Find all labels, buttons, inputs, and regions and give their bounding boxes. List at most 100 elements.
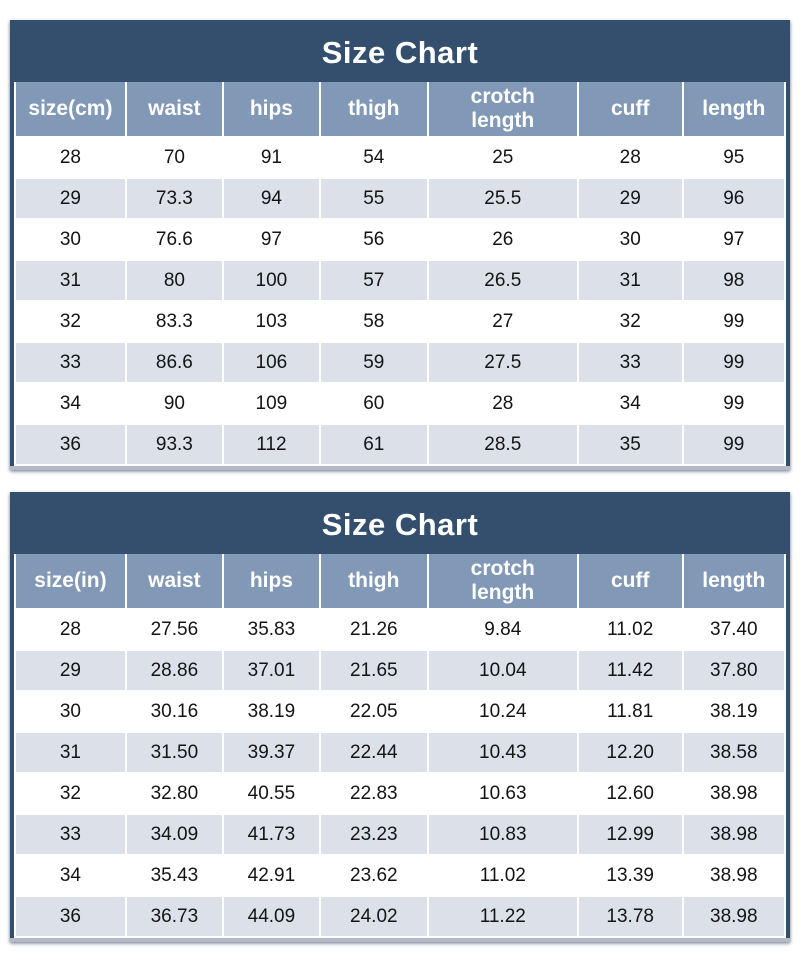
table-cell: 39.37 xyxy=(221,731,321,774)
table-cell: 30 xyxy=(14,218,127,261)
table-cell: 10.83 xyxy=(426,813,579,856)
table-cell: 12.20 xyxy=(576,731,684,774)
table-cell: 61 xyxy=(318,423,429,466)
size-chart-cm-title: Size Chart xyxy=(321,35,479,70)
table-row: 36 93.3 112 61 28.5 35 99 xyxy=(14,423,787,466)
table-cell: 38.19 xyxy=(681,690,787,733)
table-cell: 11.42 xyxy=(576,649,684,692)
size-chart-in: Size Chart size(in) waist hips thigh cro… xyxy=(10,492,790,942)
table-cell: 58 xyxy=(318,300,429,343)
table-cell: 37.40 xyxy=(681,608,787,651)
column-header-label: hips xyxy=(249,568,293,592)
table-cell: 27.5 xyxy=(426,341,579,384)
table-row: 34 90 109 60 28 34 99 xyxy=(14,382,787,425)
table-row: 33 34.09 41.73 23.23 10.83 12.99 38.98 xyxy=(14,813,787,856)
table-cell: 29 xyxy=(576,177,684,220)
table-cell: 34 xyxy=(576,382,684,425)
table-row: 31 80 100 57 26.5 31 98 xyxy=(14,259,787,302)
table-cell: 11.02 xyxy=(576,608,684,651)
table-row: 29 73.3 94 55 25.5 29 96 xyxy=(14,177,787,220)
table-row: 32 32.80 40.55 22.83 10.63 12.60 38.98 xyxy=(14,772,787,815)
column-header-size-cm: size(cm) xyxy=(14,82,127,138)
column-header-label: thigh xyxy=(348,568,400,592)
table-cell: 96 xyxy=(681,177,787,220)
table-cell: 32 xyxy=(14,772,127,815)
table-cell: 73.3 xyxy=(124,177,224,220)
table-cell: 10.04 xyxy=(426,649,579,692)
column-header-label: cuff xyxy=(610,568,650,592)
size-chart-cm-body: 28 70 91 54 25 28 95 29 73.3 94 55 25.5 29 96 30 76.6 97… xyxy=(14,136,787,466)
table-cell: 86.6 xyxy=(124,341,224,384)
table-cell: 94 xyxy=(221,177,321,220)
size-chart-cm-table: size(cm) waist hips thigh crotch length … xyxy=(14,82,787,466)
table-cell: 33 xyxy=(576,341,684,384)
table-cell: 40.55 xyxy=(221,772,321,815)
column-header-label: thigh xyxy=(348,96,400,120)
table-cell: 97 xyxy=(221,218,321,261)
table-row: 28 27.56 35.83 21.26 9.84 11.02 37.40 xyxy=(14,608,787,651)
table-cell: 28 xyxy=(576,136,684,179)
table-cell: 54 xyxy=(318,136,429,179)
table-cell: 28 xyxy=(14,608,127,651)
size-chart-in-title: Size Chart xyxy=(321,507,479,542)
table-cell: 36 xyxy=(14,895,127,938)
column-header-length: length xyxy=(681,554,787,610)
table-cell: 25.5 xyxy=(426,177,579,220)
table-cell: 12.60 xyxy=(576,772,684,815)
table-cell: 10.43 xyxy=(426,731,579,774)
size-chart-in-body: 28 27.56 35.83 21.26 9.84 11.02 37.40 29 28.86 37… xyxy=(14,608,787,938)
table-cell: 10.63 xyxy=(426,772,579,815)
table-cell: 99 xyxy=(681,382,787,425)
table-cell: 31.50 xyxy=(124,731,224,774)
table-cell: 24.02 xyxy=(318,895,429,938)
table-cell: 56 xyxy=(318,218,429,261)
table-row: 34 35.43 42.91 23.62 11.02 13.39 38.98 xyxy=(14,854,787,897)
table-cell: 38.98 xyxy=(681,895,787,938)
table-cell: 34 xyxy=(14,854,127,897)
column-header-crotch-length: crotch length xyxy=(426,82,579,138)
table-cell: 34 xyxy=(14,382,127,425)
table-cell: 83.3 xyxy=(124,300,224,343)
column-header-length: length xyxy=(681,82,787,138)
table-cell: 32 xyxy=(576,300,684,343)
table-cell: 28 xyxy=(14,136,127,179)
table-cell: 98 xyxy=(681,259,787,302)
table-cell: 90 xyxy=(124,382,224,425)
table-cell: 11.81 xyxy=(576,690,684,733)
table-cell: 99 xyxy=(681,341,787,384)
table-cell: 32 xyxy=(14,300,127,343)
table-cell: 93.3 xyxy=(124,423,224,466)
table-cell: 38.19 xyxy=(221,690,321,733)
table-cell: 95 xyxy=(681,136,787,179)
table-cell: 55 xyxy=(318,177,429,220)
table-cell: 26.5 xyxy=(426,259,579,302)
table-cell: 27.56 xyxy=(124,608,224,651)
column-header-label: waist xyxy=(148,96,201,120)
table-cell: 99 xyxy=(681,300,787,343)
table-cell: 22.83 xyxy=(318,772,429,815)
table-cell: 112 xyxy=(221,423,321,466)
table-cell: 21.65 xyxy=(318,649,429,692)
table-cell: 29 xyxy=(14,177,127,220)
column-header-waist: waist xyxy=(124,82,224,138)
table-cell: 11.22 xyxy=(426,895,579,938)
table-cell: 57 xyxy=(318,259,429,302)
table-cell: 9.84 xyxy=(426,608,579,651)
table-cell: 30 xyxy=(14,690,127,733)
table-cell: 28.5 xyxy=(426,423,579,466)
table-row: 31 31.50 39.37 22.44 10.43 12.20 38.58 xyxy=(14,731,787,774)
table-cell: 29 xyxy=(14,649,127,692)
column-header-cuff: cuff xyxy=(576,82,684,138)
column-header-crotch-length: crotch length xyxy=(426,554,579,610)
column-header-label: crotch length xyxy=(470,84,535,132)
table-cell: 60 xyxy=(318,382,429,425)
table-cell: 99 xyxy=(681,423,787,466)
table-cell: 31 xyxy=(576,259,684,302)
table-cell: 44.09 xyxy=(221,895,321,938)
column-header-label: length xyxy=(702,568,766,592)
table-cell: 36.73 xyxy=(124,895,224,938)
table-cell: 13.39 xyxy=(576,854,684,897)
table-cell: 31 xyxy=(14,731,127,774)
table-cell: 22.05 xyxy=(318,690,429,733)
table-cell: 28.86 xyxy=(124,649,224,692)
